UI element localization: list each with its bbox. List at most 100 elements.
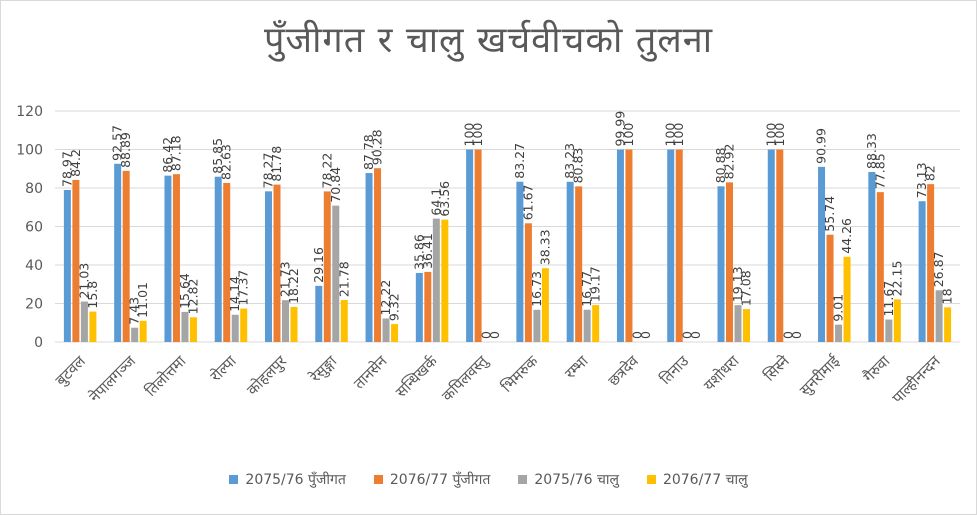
legend-swatch [229, 475, 239, 484]
bar [323, 191, 331, 342]
bar [214, 176, 222, 342]
data-label: 78.27 [261, 153, 276, 189]
data-label: 100 [671, 123, 686, 147]
data-label: 9.32 [387, 293, 402, 321]
bar [164, 175, 172, 342]
data-label: 92.57 [110, 125, 125, 161]
data-label: 100 [663, 123, 678, 147]
bar [63, 189, 71, 342]
data-label: 78.97 [59, 151, 74, 187]
data-label: 18.22 [286, 268, 301, 304]
x-tick-label: पाल्हीनन्दन [889, 352, 945, 408]
bar [332, 205, 340, 342]
data-label: 80.88 [713, 147, 728, 183]
data-label: 90.28 [370, 129, 385, 165]
y-tick-label: 100 [16, 143, 43, 159]
bar [382, 318, 390, 342]
bar [340, 300, 348, 342]
legend-label: 2075/76 पुँजीगत [245, 472, 346, 488]
x-tick-label: रम्भा [561, 351, 592, 382]
x-tick-label: रेसुङ्गा [306, 351, 342, 387]
data-label: 19.17 [588, 266, 603, 302]
x-tick-label: तानसेन [350, 352, 391, 393]
data-label: 7.43 [127, 297, 142, 325]
bar [89, 311, 97, 342]
bar [466, 149, 474, 342]
legend-label: 2075/76 चालु [534, 472, 619, 488]
bar [776, 149, 784, 342]
data-label: 18 [940, 288, 955, 304]
data-label: 0 [629, 331, 644, 339]
x-tick-label: तिनाउ [656, 352, 693, 389]
bar [114, 163, 122, 342]
legend-label: 2076/77 चालु [662, 472, 748, 488]
data-label: 82.63 [219, 144, 234, 180]
x-tick-label: सन्धिखर्क [392, 352, 441, 401]
x-tick-label: सुनरीमाई [796, 351, 845, 400]
legend-swatch [373, 475, 383, 484]
data-label: 19.13 [730, 266, 745, 302]
legend-item: 2076/77 पुँजीगत [373, 470, 490, 489]
x-tick-label: नेपालगञ्ज [86, 351, 140, 405]
bar [533, 309, 541, 342]
data-label: 100 [772, 123, 787, 147]
data-label: 82.92 [722, 144, 737, 180]
x-tick-label: गैरुवा [860, 351, 894, 385]
bar [885, 319, 893, 342]
data-label: 63.56 [437, 181, 452, 217]
data-label: 36.41 [420, 233, 435, 269]
bar [743, 309, 750, 342]
y-tick-label: 0 [34, 335, 43, 351]
data-label: 14.14 [227, 276, 242, 312]
chart-legend: 2075/76 पुँजीगत 2076/77 पुँजीगत 2075/76 चा… [0, 470, 977, 489]
data-label: 100 [470, 123, 485, 147]
x-tick-label: सिस्ने [760, 352, 793, 385]
bar [583, 309, 591, 342]
data-label: 100 [621, 123, 636, 147]
data-label: 16.73 [529, 271, 544, 307]
data-label: 83.23 [562, 143, 577, 179]
legend-item: 2076/77 चालु [646, 470, 748, 489]
bar [80, 301, 88, 342]
legend-swatch [646, 475, 656, 484]
bar [675, 149, 683, 342]
bar [516, 181, 524, 342]
data-label: 64.1 [428, 188, 443, 216]
data-label: 44.26 [839, 218, 854, 254]
bar [415, 272, 423, 342]
data-label: 16.77 [579, 271, 594, 307]
data-label: 17.08 [739, 270, 754, 306]
y-tick-label: 80 [25, 181, 43, 197]
data-label: 26.87 [931, 251, 946, 287]
data-label: 99.99 [612, 111, 627, 147]
data-label: 21.78 [336, 261, 351, 297]
data-label: 80.83 [571, 148, 586, 184]
data-label: 83.27 [512, 143, 527, 179]
y-tick-label: 120 [16, 104, 43, 120]
data-label: 88.33 [864, 133, 879, 169]
bar [189, 317, 197, 342]
x-tick-label: छत्रदेव [604, 352, 642, 390]
data-label: 77.85 [872, 153, 887, 189]
data-label: 0 [638, 331, 653, 339]
data-label: 81.78 [269, 146, 284, 182]
legend-item: 2075/76 चालु [518, 470, 619, 489]
bar [935, 290, 943, 342]
bar [424, 271, 432, 342]
bar [432, 218, 440, 342]
data-label: 0 [780, 331, 795, 339]
bar [72, 179, 80, 342]
y-tick-label: 60 [25, 220, 43, 236]
x-tick-label: भिमरुक [498, 352, 542, 396]
data-label: 82 [923, 165, 938, 181]
x-tick-label: कपिलवस्तु [438, 351, 492, 405]
bar [524, 223, 532, 342]
bar [240, 308, 248, 342]
bar [181, 311, 189, 342]
bar [122, 170, 130, 342]
data-label: 86.42 [160, 137, 175, 173]
data-label: 55.74 [822, 196, 837, 232]
bar [282, 300, 289, 342]
data-label: 84.2 [68, 149, 83, 177]
